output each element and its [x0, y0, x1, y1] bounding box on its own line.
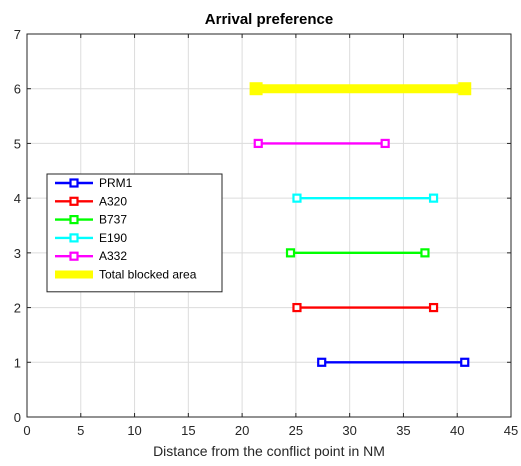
x-tick-label: 40: [450, 423, 464, 438]
data-point: [317, 357, 327, 367]
x-tick-label: 30: [342, 423, 356, 438]
data-point: [380, 138, 390, 149]
legend-label: E190: [99, 231, 127, 245]
data-point: [428, 302, 439, 313]
x-axis-label: Distance from the conflict point in NM: [153, 443, 385, 459]
legend-label: PRM1: [99, 176, 133, 190]
y-tick-label: 0: [14, 410, 21, 425]
legend-label: Total blocked area: [99, 268, 197, 282]
legend-marker: [69, 251, 79, 261]
y-tick-label: 2: [14, 301, 21, 316]
legend-marker: [69, 196, 79, 206]
legend-marker: [69, 215, 79, 225]
legend-marker: [69, 233, 79, 243]
series-b737: [285, 248, 430, 258]
x-tick-label: 45: [504, 423, 518, 438]
y-tick-label: 3: [14, 246, 21, 261]
data-point: [292, 193, 302, 203]
legend-label: B737: [99, 213, 127, 227]
y-tick-label: 4: [14, 191, 21, 206]
data-point: [285, 248, 296, 258]
x-tick-label: 0: [23, 423, 30, 438]
series-prm1: [317, 357, 470, 367]
x-tick-label: 15: [181, 423, 195, 438]
x-tick-label: 20: [235, 423, 249, 438]
legend-item: Total blocked area: [55, 268, 197, 282]
series-e190: [292, 193, 439, 203]
x-tick-label: 35: [396, 423, 410, 438]
series-layer: [249, 82, 472, 367]
data-point: [249, 82, 263, 96]
legend-item: A332: [55, 249, 127, 263]
y-tick-label: 1: [14, 355, 21, 370]
legend-item: E190: [55, 231, 127, 245]
y-tick-label: 7: [14, 27, 21, 42]
data-point: [460, 357, 470, 367]
series-total-blocked-area: [249, 82, 472, 96]
legend-item: A320: [55, 194, 127, 208]
series-a320: [292, 302, 439, 313]
legend-item: PRM1: [55, 176, 133, 190]
data-point: [428, 193, 439, 203]
legend: PRM1 A320 B737 E190 A332 Total blocked area: [46, 173, 223, 293]
plot-frame: [26, 33, 512, 418]
series-a332: [253, 138, 390, 149]
y-tick-label: 6: [14, 82, 21, 97]
x-tick-label: 25: [289, 423, 303, 438]
data-point: [253, 138, 263, 149]
x-tick-label: 10: [127, 423, 141, 438]
legend-label: A320: [99, 194, 127, 208]
legend-marker: [69, 178, 79, 188]
data-point: [458, 82, 472, 96]
data-point: [420, 248, 430, 258]
chart-title: Arrival preference: [205, 11, 333, 28]
x-tick-label: 5: [77, 423, 84, 438]
legend-label: A332: [99, 249, 127, 263]
data-point: [292, 302, 302, 313]
y-tick-label: 5: [14, 136, 21, 151]
legend-item: B737: [55, 213, 127, 227]
